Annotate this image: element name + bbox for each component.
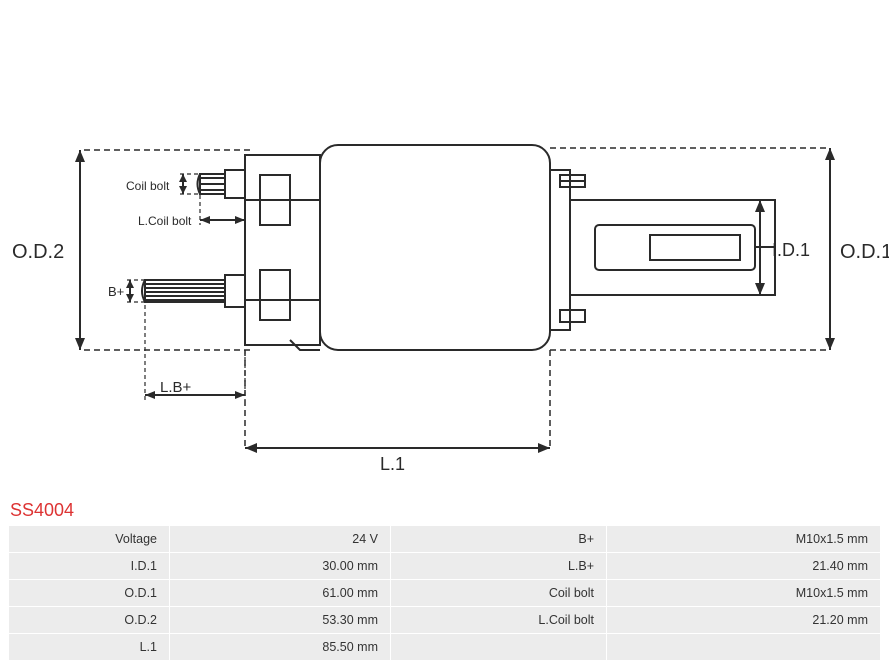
label-id1: I.D.1: [772, 240, 810, 260]
label-b-plus: B+: [108, 284, 124, 299]
table-cell: M10x1.5 mm: [607, 580, 880, 606]
label-od1: O.D.1: [840, 241, 889, 263]
technical-diagram: O.D.2 O.D.1 I.D.1 Coil bolt L.Coil bolt …: [0, 0, 889, 495]
table-row: I.D.130.00 mmL.B+21.40 mm: [9, 553, 880, 579]
table-row: O.D.253.30 mmL.Coil bolt21.20 mm: [9, 607, 880, 633]
table-cell: [391, 634, 606, 660]
table-cell: L.B+: [391, 553, 606, 579]
table-cell: 30.00 mm: [170, 553, 390, 579]
table-cell: 85.50 mm: [170, 634, 390, 660]
table-cell: M10x1.5 mm: [607, 526, 880, 552]
table-cell: L.1: [9, 634, 169, 660]
table-cell: O.D.1: [9, 580, 169, 606]
table-cell: 61.00 mm: [170, 580, 390, 606]
part-code: SS4004: [10, 500, 74, 521]
label-l-b-plus: L.B+: [160, 379, 192, 396]
table-cell: L.Coil bolt: [391, 607, 606, 633]
table-cell: Voltage: [9, 526, 169, 552]
table-cell: 53.30 mm: [170, 607, 390, 633]
table-cell: 24 V: [170, 526, 390, 552]
table-row: Voltage24 VB+M10x1.5 mm: [9, 526, 880, 552]
table-cell: I.D.1: [9, 553, 169, 579]
table-row: O.D.161.00 mmCoil boltM10x1.5 mm: [9, 580, 880, 606]
table-cell: 21.40 mm: [607, 553, 880, 579]
label-l-coil-bolt: L.Coil bolt: [138, 214, 192, 228]
spec-table: Voltage24 VB+M10x1.5 mmI.D.130.00 mmL.B+…: [8, 525, 881, 661]
table-cell: O.D.2: [9, 607, 169, 633]
table-cell: Coil bolt: [391, 580, 606, 606]
table-cell: B+: [391, 526, 606, 552]
table-cell: 21.20 mm: [607, 607, 880, 633]
label-coil-bolt: Coil bolt: [126, 179, 170, 193]
table-cell: [607, 634, 880, 660]
table-row: L.185.50 mm: [9, 634, 880, 660]
label-l1: L.1: [380, 454, 405, 474]
label-od2: O.D.2: [12, 241, 64, 263]
